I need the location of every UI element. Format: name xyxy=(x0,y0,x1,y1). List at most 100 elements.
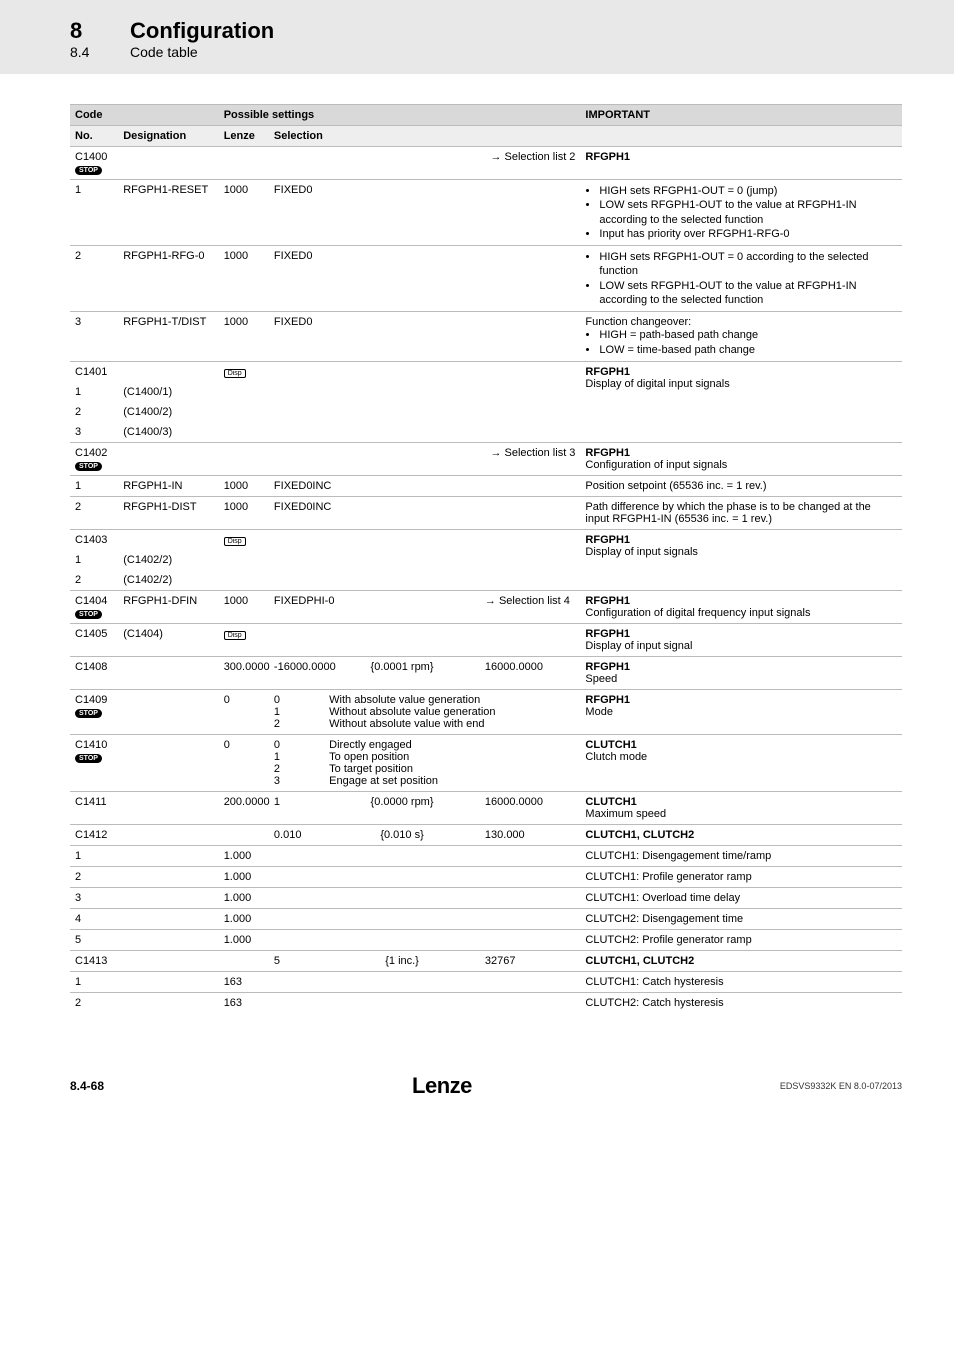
selection: FIXED0INC xyxy=(269,496,581,529)
selection: FIXEDPHI-0 xyxy=(269,590,480,623)
unit: {0.0001 rpm} xyxy=(324,656,480,689)
content-area: Code Possible settings IMPORTANT No. Des… xyxy=(0,74,954,1053)
disp-icon: Disp xyxy=(224,537,246,546)
stop-icon: STOP xyxy=(75,610,102,619)
imp-text: Mode xyxy=(585,706,613,718)
sub-no: 1 xyxy=(70,382,118,402)
lenze-val: 163 xyxy=(219,971,269,992)
stop-icon: STOP xyxy=(75,754,102,763)
lenze-val: 163 xyxy=(219,992,269,1013)
sel-list: → Selection list 4 xyxy=(480,590,581,623)
th-important: IMPORTANT xyxy=(580,105,902,126)
row-c1408: C1408 300.0000 -16000.0000 {0.0001 rpm} … xyxy=(70,656,902,689)
min-val: -16000.0000 xyxy=(269,656,324,689)
sub-no: 5 xyxy=(70,929,118,950)
lenze-val: 1000 xyxy=(219,180,269,246)
opt-texts: Directly engaged To open position To tar… xyxy=(324,734,580,791)
important: RFGPH1Configuration of digital frequency… xyxy=(580,590,902,623)
stop-icon: STOP xyxy=(75,462,102,471)
important: RFGPH1Mode xyxy=(580,689,902,734)
important: Path difference by which the phase is to… xyxy=(580,496,902,529)
row-c1413-2: 2 163 CLUTCH2: Catch hysteresis xyxy=(70,992,902,1013)
designation: RFGPH1-RFG-0 xyxy=(118,246,218,312)
important: CLUTCH1Maximum speed xyxy=(580,791,902,824)
sub-no: 3 xyxy=(70,887,118,908)
important: RFGPH1 xyxy=(580,147,902,180)
row-c1400-1: 1 RFGPH1-RESET 1000 FIXED0 HIGH sets RFG… xyxy=(70,180,902,246)
row-c1402-2: 2 RFGPH1-DIST 1000 FIXED0INC Path differ… xyxy=(70,496,902,529)
lenze-val: 1.000 xyxy=(219,908,269,929)
code-no: C1409 xyxy=(75,694,107,706)
row-c1413-1: 1 163 CLUTCH1: Catch hysteresis xyxy=(70,971,902,992)
important: RFGPH1Configuration of input signals xyxy=(580,442,902,475)
sub-no: 3 xyxy=(70,312,118,362)
row-c1412-1: 1 1.000 CLUTCH1: Disengagement time/ramp xyxy=(70,845,902,866)
chapter-title: Configuration xyxy=(130,18,274,44)
imp-bold: RFGPH1 xyxy=(585,447,630,459)
lenze-val: 300.0000 xyxy=(219,656,269,689)
imp-bold: RFGPH1 xyxy=(585,694,630,706)
opt-num: 3 xyxy=(274,775,280,787)
selection: FIXED0 xyxy=(269,312,581,362)
sub-no: 2 xyxy=(70,402,118,422)
th-selection: Selection xyxy=(269,126,581,147)
imp-text: Speed xyxy=(585,673,617,685)
sub-no: 1 xyxy=(70,475,118,496)
th-no: No. xyxy=(70,126,118,147)
brand-logo: Lenze xyxy=(412,1073,472,1099)
important: CLUTCH1: Catch hysteresis xyxy=(580,971,902,992)
important: HIGH sets RFGPH1-OUT = 0 according to th… xyxy=(580,246,902,312)
imp-text: Clutch mode xyxy=(585,751,647,763)
code-no: C1404 xyxy=(75,595,107,607)
imp-bold: CLUTCH1 xyxy=(585,796,636,808)
code-no: C1413 xyxy=(70,950,118,971)
important: CLUTCH1, CLUTCH2 xyxy=(580,824,902,845)
code-no: C1412 xyxy=(70,824,118,845)
max-val: 130.000 xyxy=(480,824,581,845)
row-c1413: C1413 5 {1 inc.} 32767 CLUTCH1, CLUTCH2 xyxy=(70,950,902,971)
lenze-val: 0 xyxy=(219,689,269,734)
bullet: Input has priority over RFGPH1-RFG-0 xyxy=(599,227,897,241)
opt-texts: With absolute value generation Without a… xyxy=(324,689,580,734)
lenze-val: 200.0000 xyxy=(219,791,269,824)
lenze-val: 1.000 xyxy=(219,845,269,866)
designation: (C1402/2) xyxy=(118,570,218,591)
imp-text: Display of input signal xyxy=(585,640,692,652)
important: RFGPH1Display of digital input signals xyxy=(580,361,902,442)
doc-id: EDSVS9332K EN 8.0-07/2013 xyxy=(780,1081,902,1091)
sub-no: 1 xyxy=(70,971,118,992)
imp-bold: RFGPH1 xyxy=(585,628,630,640)
imp-text: Configuration of digital frequency input… xyxy=(585,607,810,619)
sub-no: 2 xyxy=(70,992,118,1013)
row-c1400: C1400STOP → Selection list 2 RFGPH1 xyxy=(70,147,902,180)
th-possible: Possible settings xyxy=(219,105,581,126)
row-c1412-2: 2 1.000 CLUTCH1: Profile generator ramp xyxy=(70,866,902,887)
code-no: C1401 xyxy=(70,361,118,382)
opt-text: Engage at set position xyxy=(329,775,438,787)
imp-bold: RFGPH1 xyxy=(585,595,630,607)
max-val: 32767 xyxy=(480,950,581,971)
code-no: C1400 xyxy=(75,151,107,163)
important: RFGPH1Speed xyxy=(580,656,902,689)
imp-bold: RFGPH1 xyxy=(585,661,630,673)
designation: RFGPH1-IN xyxy=(118,475,218,496)
important: CLUTCH2: Disengagement time xyxy=(580,908,902,929)
sub-no: 1 xyxy=(70,845,118,866)
designation: RFGPH1-T/DIST xyxy=(118,312,218,362)
opt-text: Without absolute value with end xyxy=(329,718,484,730)
row-c1405: C1405 (C1404) Disp RFGPH1Display of inpu… xyxy=(70,623,902,656)
designation: (C1402/2) xyxy=(118,550,218,570)
code-no: C1402 xyxy=(75,447,107,459)
important: CLUTCH2: Profile generator ramp xyxy=(580,929,902,950)
max-val: 16000.0000 xyxy=(480,791,581,824)
page-number: 8.4-68 xyxy=(70,1079,104,1093)
disp-icon: Disp xyxy=(224,631,246,640)
row-c1412: C1412 0.010 {0.010 s} 130.000 CLUTCH1, C… xyxy=(70,824,902,845)
bullet: LOW sets RFGPH1-OUT to the value at RFGP… xyxy=(599,279,897,308)
imp-text: Function changeover: xyxy=(585,316,691,328)
unit: {0.010 s} xyxy=(324,824,480,845)
imp-text: Maximum speed xyxy=(585,808,666,820)
lenze-val: 1.000 xyxy=(219,887,269,908)
opt-num: 1 xyxy=(274,751,280,763)
opt-num: 2 xyxy=(274,763,280,775)
